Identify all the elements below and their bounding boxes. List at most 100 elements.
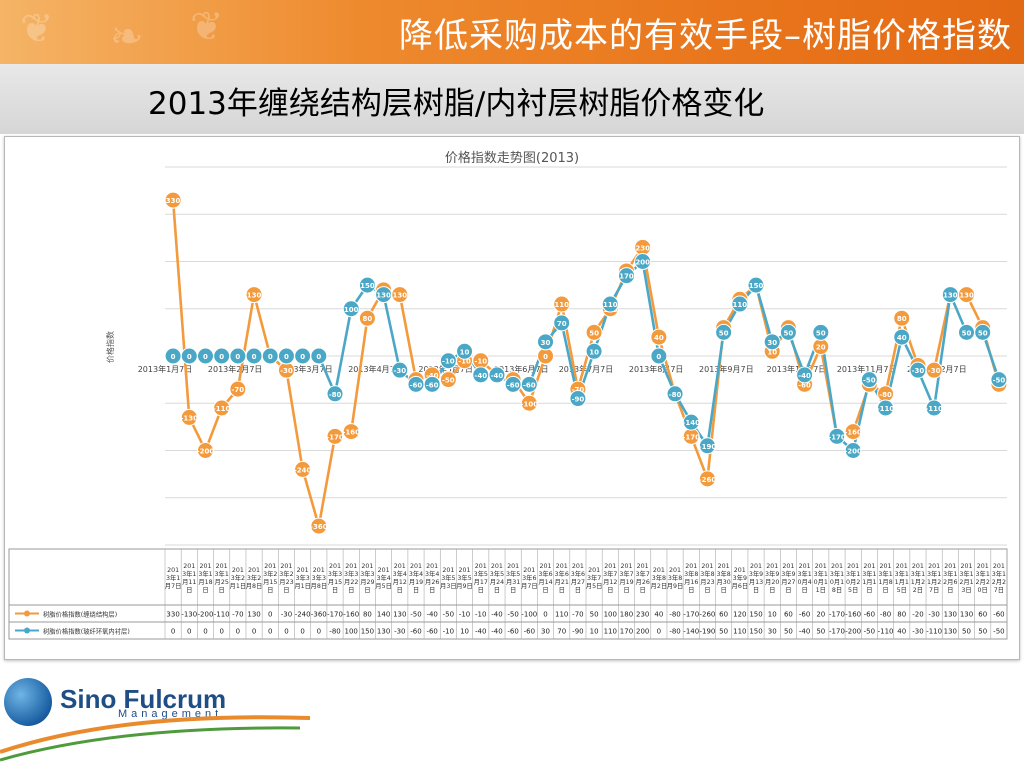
table-header-cell: 月1日 (230, 582, 247, 590)
table-header-cell: 3年2 (247, 573, 261, 582)
data-point (358, 309, 376, 327)
table-header-cell: 3年3 (328, 569, 342, 578)
data-label: -60 (798, 381, 811, 389)
data-point (812, 323, 830, 341)
table-header-cell: 日 (559, 586, 565, 594)
table-header-cell: 3日 (961, 586, 971, 594)
header-banner: ❦ ❧ ❦ 降低采购成本的有效手段–树脂价格指数 (0, 0, 1024, 64)
table-header-cell: 201 (297, 567, 309, 574)
data-label: -100 (521, 400, 539, 408)
table-header-cell: 3年2 (231, 573, 245, 582)
data-label: -110 (925, 405, 943, 413)
x-axis-tick-label: 2013年2月7日 (208, 364, 263, 374)
table-header-cell: 日 (801, 586, 807, 594)
table-header-cell: 3年1 (830, 569, 844, 578)
table-value-cell: 140 (377, 611, 390, 619)
table-header-cell: 201 (199, 563, 211, 570)
data-point (180, 408, 198, 426)
table-header-cell: 201 (685, 563, 697, 570)
table-value-cell: 50 (784, 628, 793, 636)
data-point (391, 361, 409, 379)
table-header-cell: 201 (572, 563, 584, 570)
data-point (537, 333, 555, 351)
table-header-cell: 月12 (393, 578, 407, 586)
data-label: -80 (669, 391, 682, 399)
table-value-cell: -50 (507, 611, 518, 619)
data-label: 0 (171, 353, 176, 361)
table-header-cell: 日 (397, 586, 403, 594)
table-header-cell: 201 (912, 563, 924, 570)
data-label: 330 (166, 197, 181, 205)
table-value-cell: 0 (219, 628, 223, 636)
data-label: 80 (897, 315, 907, 323)
table-header-cell: 201 (669, 567, 681, 574)
table-header-cell: 201 (507, 563, 519, 570)
table-value-cell: 60 (784, 611, 793, 619)
table-header-cell: 201 (944, 563, 956, 570)
table-header-cell: 3年1 (166, 573, 180, 582)
data-label: 110 (554, 301, 569, 309)
table-header-cell: 3年6 (571, 569, 585, 578)
table-header-cell: 3年7 (619, 569, 633, 578)
data-label: 50 (784, 329, 794, 337)
table-value-cell: -60 (799, 611, 810, 619)
data-label: 10 (460, 348, 470, 356)
data-point (893, 328, 911, 346)
table-header-cell: 201 (232, 567, 244, 574)
table-header-cell: 日 (623, 586, 629, 594)
table-header-cell: 月6日 (732, 582, 749, 590)
data-point (375, 286, 393, 304)
table-header-cell: 5日 (848, 586, 858, 594)
table-value-cell: -160 (343, 611, 359, 619)
data-point (796, 366, 814, 384)
table-value-cell: 50 (816, 628, 825, 636)
data-label: 0 (656, 353, 661, 361)
table-header-cell: 1月2 (927, 578, 941, 586)
table-header-cell: 201 (329, 563, 341, 570)
data-point (213, 399, 231, 417)
chart-frame: 价格指数走势图(2013) 价格指数 2013年1月7日 2013年2月7日 2013年… (4, 136, 1020, 660)
table-header-cell: 日 (720, 586, 726, 594)
table-value-cell: -70 (572, 611, 583, 619)
table-header-cell: 3年1 (814, 569, 828, 578)
table-header-cell: 3年9 (781, 569, 795, 578)
data-label: -30 (393, 367, 406, 375)
table-header-cell: 月25 (215, 578, 229, 586)
x-axis-tick-label: 2013年3月7日 (278, 364, 333, 374)
table-header-cell: 201 (394, 563, 406, 570)
table-header-cell: 2月2 (976, 578, 990, 586)
data-point (860, 371, 878, 389)
table-header-cell: 3年4 (425, 569, 439, 578)
data-point (229, 380, 247, 398)
table-value-cell: -170 (829, 628, 845, 636)
x-axis-tick-label: 2013年10月7日 (767, 364, 827, 374)
data-label: 0 (203, 353, 208, 361)
table-header-cell: 月31 (506, 578, 520, 586)
table-value-cell: 110 (733, 628, 746, 636)
table-header-cell: 201 (556, 563, 568, 570)
table-header-cell: 2月6 (943, 578, 957, 586)
data-point (941, 286, 959, 304)
table-value-cell: -80 (880, 611, 891, 619)
data-label: 130 (943, 292, 958, 300)
table-value-cell: 150 (749, 628, 762, 636)
data-point (974, 323, 992, 341)
table-value-cell: 50 (590, 611, 599, 619)
x-axis-tick-label: 2013年11月7日 (837, 364, 897, 374)
table-header-cell: 月23 (279, 578, 293, 586)
data-label: -360 (310, 523, 328, 531)
table-header-cell: 201 (361, 563, 373, 570)
table-header-cell: 201 (540, 563, 552, 570)
data-label: 0 (252, 353, 257, 361)
table-header-cell: 3年1 (198, 569, 212, 578)
table-header-cell: 日 (478, 586, 484, 594)
data-point (844, 442, 862, 459)
table-header-cell: 201 (977, 563, 989, 570)
data-point (990, 371, 1008, 389)
table-value-cell: 60 (719, 611, 728, 619)
data-point (779, 323, 797, 341)
data-label: -160 (342, 429, 360, 437)
data-point (925, 399, 943, 417)
table-value-cell: -130 (181, 611, 197, 619)
table-value-cell: 40 (654, 611, 663, 619)
